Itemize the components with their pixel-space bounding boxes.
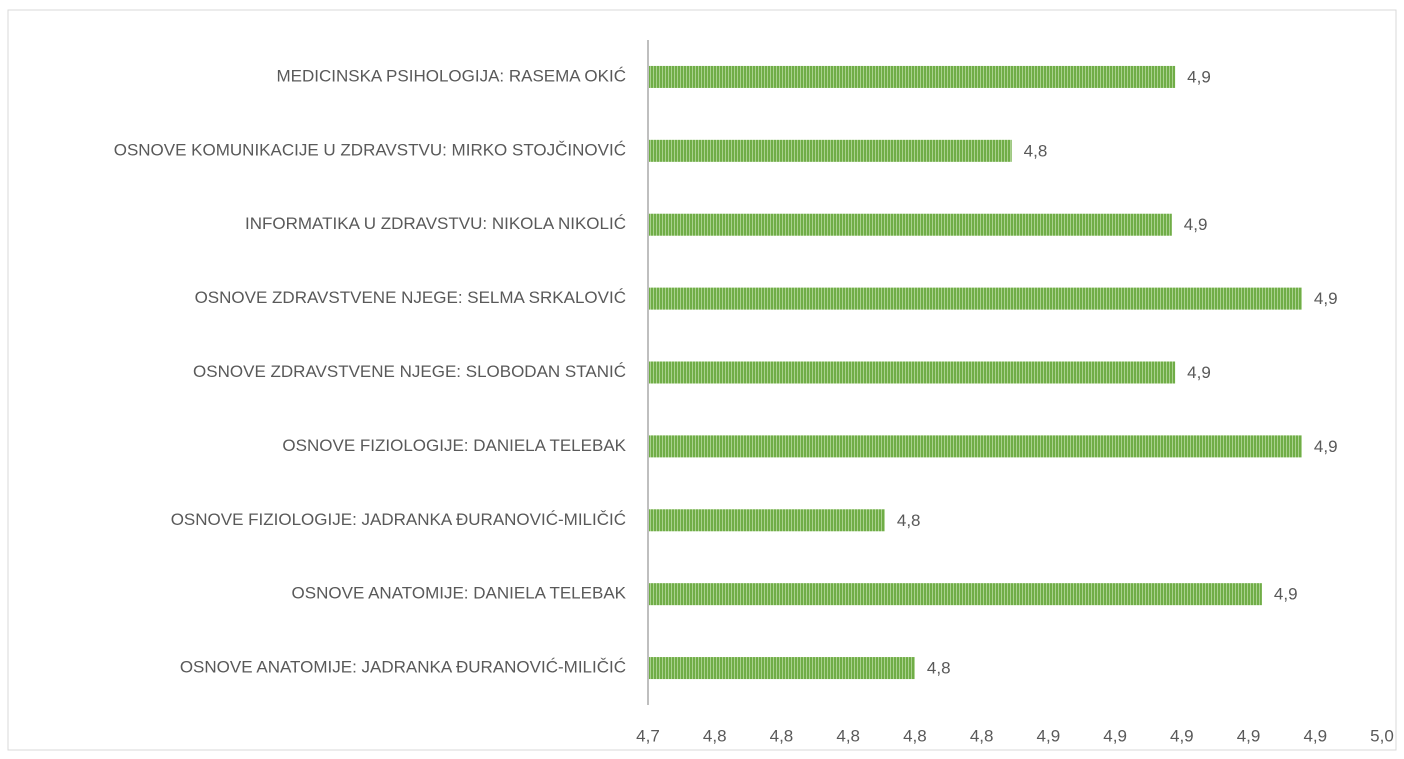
value-label: 4,8 bbox=[927, 659, 951, 678]
bar bbox=[648, 65, 1176, 88]
value-label: 4,8 bbox=[897, 511, 921, 530]
x-tick-label: 4,8 bbox=[903, 726, 927, 745]
bar bbox=[648, 139, 1012, 162]
x-tick-label: 4,8 bbox=[836, 726, 860, 745]
x-tick-label: 4,9 bbox=[1170, 726, 1194, 745]
y-tick-label: MEDICINSKA PSIHOLOGIJA: RASEMA OKIĆ bbox=[276, 66, 626, 85]
value-label: 4,9 bbox=[1187, 363, 1211, 382]
y-tick-label: OSNOVE FIZIOLOGIJE: DANIELA TELEBAK bbox=[282, 436, 626, 455]
y-tick-label: INFORMATIKA U ZDRAVSTVU: NIKOLA NIKOLIĆ bbox=[245, 214, 626, 233]
y-tick-label: OSNOVE KOMUNIKACIJE U ZDRAVSTVU: MIRKO S… bbox=[114, 140, 626, 159]
value-label: 4,9 bbox=[1187, 67, 1211, 86]
y-tick-label: OSNOVE ANATOMIJE: DANIELA TELEBAK bbox=[292, 584, 627, 603]
value-label: 4,8 bbox=[1024, 141, 1048, 160]
x-tick-label: 5,0 bbox=[1370, 726, 1394, 745]
value-label: 4,9 bbox=[1314, 289, 1338, 308]
value-label: 4,9 bbox=[1274, 585, 1298, 604]
bar bbox=[648, 509, 885, 532]
x-tick-label: 4,7 bbox=[636, 726, 660, 745]
y-tick-label: OSNOVE ZDRAVSTVENE NJEGE: SLOBODAN STANI… bbox=[193, 362, 626, 381]
x-tick-label: 4,9 bbox=[1237, 726, 1261, 745]
x-tick-label: 4,8 bbox=[770, 726, 794, 745]
bar bbox=[648, 657, 915, 680]
x-tick-label: 4,9 bbox=[1303, 726, 1327, 745]
y-tick-label: OSNOVE FIZIOLOGIJE: JADRANKA ĐURANOVIĆ-M… bbox=[171, 510, 626, 529]
chart-border bbox=[7, 9, 1397, 751]
y-tick-label: OSNOVE ANATOMIJE: JADRANKA ĐURANOVIĆ-MIL… bbox=[180, 658, 626, 677]
y-tick-label: OSNOVE ZDRAVSTVENE NJEGE: SELMA SRKALOVI… bbox=[195, 288, 626, 307]
x-tick-label: 4,9 bbox=[1037, 726, 1061, 745]
x-tick-label: 4,8 bbox=[703, 726, 727, 745]
bar bbox=[648, 435, 1302, 458]
bar bbox=[648, 213, 1172, 236]
value-label: 4,9 bbox=[1184, 215, 1208, 234]
bar bbox=[648, 583, 1262, 606]
x-tick-label: 4,9 bbox=[1103, 726, 1127, 745]
value-label: 4,9 bbox=[1314, 437, 1338, 456]
bar bbox=[648, 361, 1176, 384]
x-tick-label: 4,8 bbox=[970, 726, 994, 745]
bar bbox=[648, 287, 1302, 310]
